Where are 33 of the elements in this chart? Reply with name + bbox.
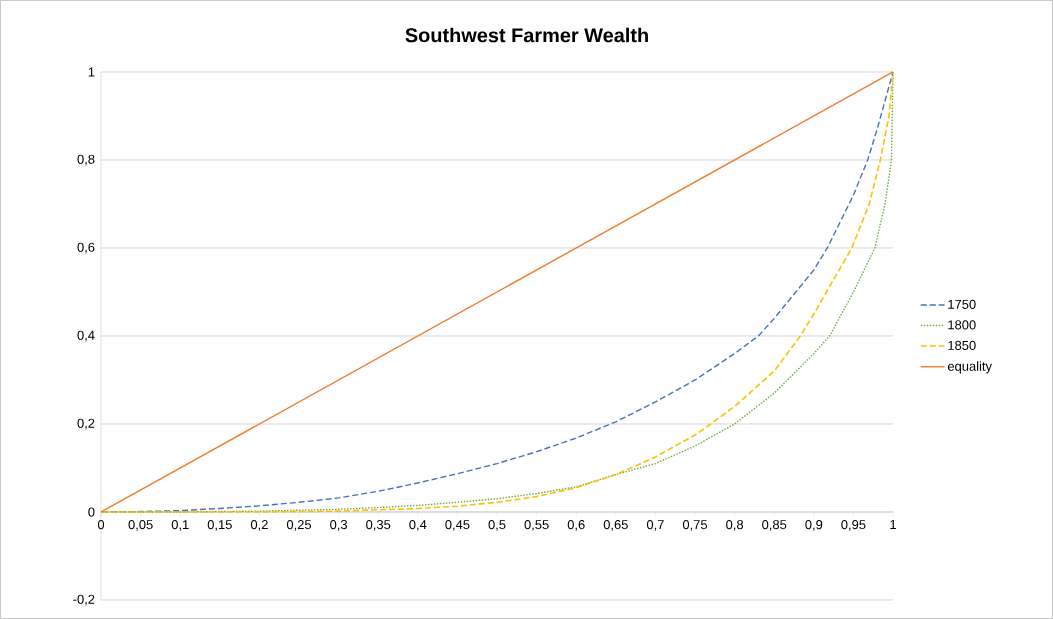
- y-tick-label: 0,8: [77, 154, 95, 166]
- x-tick-label: 0,8: [726, 520, 744, 531]
- x-tick-label: 0,3: [330, 520, 348, 531]
- legend-label: 1750: [948, 299, 976, 309]
- x-tick-label: 0,7: [646, 520, 664, 531]
- x-tick-label: 0,6: [567, 520, 585, 531]
- x-tick-label: 0,35: [366, 520, 391, 531]
- x-tick-label: 0,55: [524, 520, 549, 531]
- x-tick-label: 0,9: [805, 520, 823, 531]
- x-tick-label: 0,45: [445, 520, 470, 531]
- y-tick-label: 0: [88, 507, 95, 517]
- x-tick-label: 0,2: [250, 520, 268, 531]
- x-tick-label: 0,95: [841, 520, 866, 531]
- y-tick-label: 0,4: [77, 330, 95, 342]
- x-tick-label: 0,1: [171, 520, 189, 531]
- x-tick-label: 0,15: [207, 520, 232, 531]
- legend-label: 1800: [948, 320, 976, 330]
- x-tick-label: 0,65: [603, 520, 628, 531]
- x-tick-label: 0,25: [286, 520, 312, 531]
- y-tick-label: 1: [88, 67, 95, 77]
- x-tick-label: 0: [97, 520, 105, 530]
- y-tick-label: 0,6: [77, 242, 95, 254]
- legend-label: equality: [947, 361, 992, 374]
- y-tick-label: -0,2: [73, 594, 95, 606]
- x-tick-label: 0,4: [409, 520, 427, 531]
- x-tick-label: 0,85: [762, 520, 787, 531]
- chart-title: Southwest Farmer Wealth: [405, 27, 648, 43]
- x-tick-label: 0,5: [488, 520, 506, 531]
- y-tick-label: 0,2: [77, 418, 95, 430]
- x-tick-label: 0,05: [128, 520, 153, 531]
- legend-label: 1850: [948, 340, 976, 350]
- x-tick-label: 1: [890, 520, 896, 529]
- x-tick-label: 0,75: [682, 520, 708, 531]
